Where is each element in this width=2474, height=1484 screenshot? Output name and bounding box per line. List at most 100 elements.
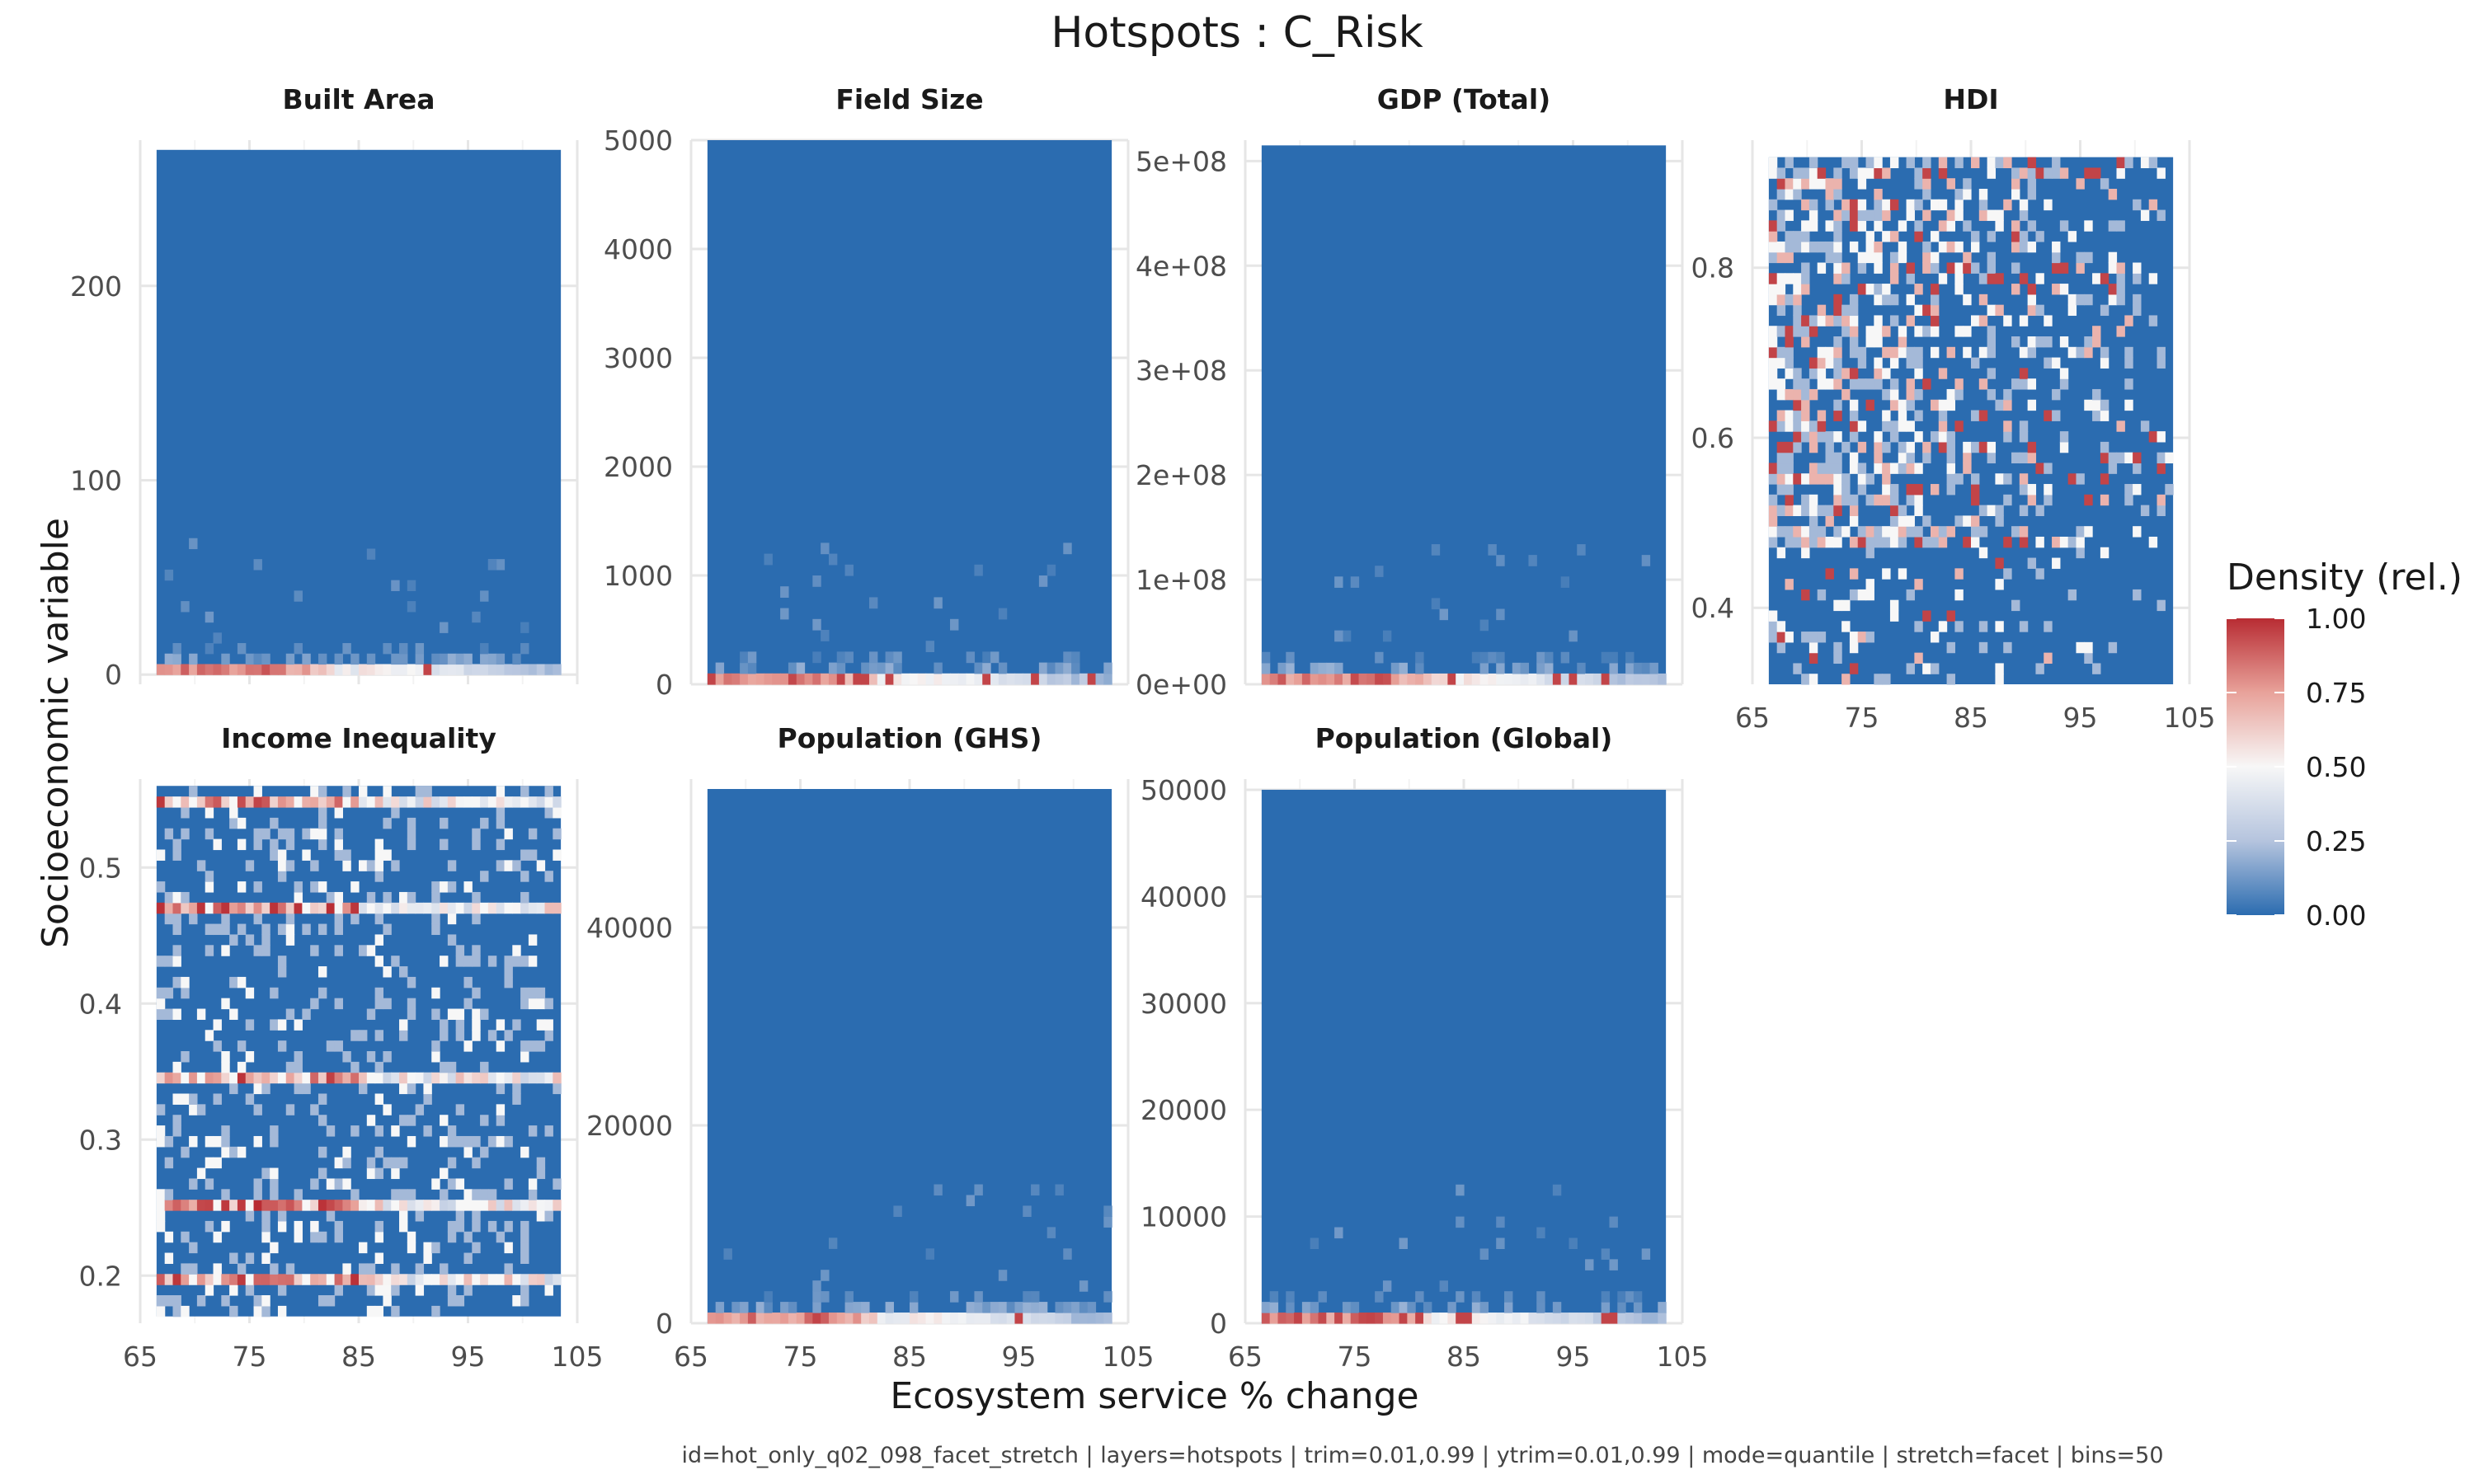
heatmap-cell bbox=[1906, 484, 1915, 495]
heatmap-cell bbox=[2108, 188, 2118, 200]
heatmap-cell bbox=[2052, 251, 2061, 264]
heatmap-cell bbox=[2157, 599, 2166, 612]
heatmap-cell bbox=[536, 860, 546, 871]
heatmap-cell bbox=[1971, 157, 1980, 169]
heatmap-cell bbox=[237, 838, 247, 851]
heatmap-cell bbox=[359, 664, 368, 675]
heatmap-cell bbox=[334, 1178, 343, 1190]
heatmap-cell bbox=[536, 1274, 546, 1285]
heatmap-cell bbox=[374, 1125, 384, 1137]
heatmap-cell bbox=[245, 1072, 255, 1084]
heatmap-cell bbox=[2019, 378, 2029, 390]
heatmap-cell bbox=[957, 673, 967, 685]
heatmap-cell bbox=[1833, 294, 1842, 306]
heatmap-cell bbox=[399, 966, 408, 978]
heatmap-cell bbox=[245, 653, 255, 665]
heatmap-cell bbox=[1390, 1313, 1400, 1324]
heatmap-cell bbox=[1971, 357, 1980, 369]
heatmap-cell bbox=[447, 1200, 457, 1211]
heatmap-cell bbox=[374, 1284, 384, 1296]
heatmap-cell bbox=[156, 956, 166, 967]
heatmap-cell bbox=[1874, 167, 1883, 179]
heatmap-cell bbox=[2076, 536, 2085, 548]
heatmap-cell bbox=[189, 1274, 198, 1285]
heatmap-cell bbox=[1889, 346, 1899, 359]
heatmap-cell bbox=[1889, 515, 1899, 527]
heatmap-cell bbox=[1882, 368, 1891, 379]
heatmap-cell bbox=[1833, 505, 1842, 516]
heatmap-cell bbox=[399, 891, 408, 904]
heatmap-cell bbox=[1865, 579, 1874, 590]
heatmap-cell bbox=[553, 1274, 562, 1285]
heatmap-cell bbox=[326, 1125, 336, 1137]
heatmap-cell bbox=[1785, 388, 1794, 401]
heatmap-cell bbox=[2027, 167, 2037, 179]
heatmap-cell bbox=[1889, 526, 1899, 538]
heatmap-cell bbox=[270, 1125, 279, 1137]
heatmap-cell bbox=[1261, 662, 1271, 674]
heatmap-cell bbox=[480, 796, 489, 808]
heatmap-cell bbox=[1471, 1302, 1481, 1313]
heatmap-cell bbox=[2092, 663, 2101, 674]
heatmap-cell bbox=[440, 838, 449, 851]
heatmap-cell bbox=[472, 1274, 481, 1285]
heatmap-cell bbox=[1793, 304, 1802, 317]
heatmap-cell bbox=[172, 1072, 181, 1084]
heatmap-cell bbox=[487, 1135, 497, 1148]
heatmap-cell bbox=[747, 651, 757, 664]
heatmap-cell bbox=[2003, 473, 2012, 485]
heatmap-cell bbox=[1277, 1313, 1286, 1324]
heatmap-cell bbox=[229, 1008, 238, 1020]
heatmap-cell bbox=[1865, 231, 1874, 242]
heatmap-cell bbox=[334, 923, 343, 936]
heatmap-cell bbox=[1808, 526, 1818, 538]
heatmap-cell bbox=[196, 1295, 206, 1307]
heatmap-cell bbox=[512, 1295, 521, 1307]
heatmap-cell bbox=[487, 902, 497, 914]
heatmap-cell bbox=[391, 1157, 400, 1169]
panel-title: Income Inequality bbox=[221, 722, 496, 754]
heatmap-cell bbox=[480, 643, 489, 655]
heatmap-cell bbox=[317, 806, 327, 819]
panel-title: HDI bbox=[1943, 83, 1998, 115]
heatmap-cell bbox=[487, 653, 497, 665]
heatmap-cell bbox=[440, 1115, 449, 1126]
legend-tick-label: 0.25 bbox=[2306, 825, 2366, 857]
panel-title: Built Area bbox=[283, 83, 435, 115]
heatmap-cell bbox=[164, 1135, 174, 1148]
heatmap-cell bbox=[399, 1082, 408, 1095]
heatmap-cell bbox=[1552, 1184, 1562, 1196]
heatmap-cell bbox=[1055, 662, 1064, 674]
heatmap-cell bbox=[317, 817, 327, 829]
heatmap-cell bbox=[366, 1263, 376, 1275]
heatmap-cell bbox=[317, 1093, 327, 1105]
heatmap-cell bbox=[1889, 463, 1899, 474]
chart-title: Hotspots : C_Risk bbox=[1051, 8, 1423, 58]
heatmap-cell bbox=[431, 653, 440, 665]
heatmap-cell bbox=[374, 1093, 384, 1105]
heatmap-cell bbox=[1808, 515, 1818, 527]
y-tick-label: 1e+08 bbox=[1136, 564, 1227, 596]
heatmap-cell bbox=[1776, 378, 1786, 390]
heatmap-cell bbox=[528, 828, 538, 840]
heatmap-cell bbox=[229, 664, 238, 675]
heatmap-cell bbox=[1609, 673, 1618, 685]
heatmap-cell bbox=[253, 1082, 262, 1095]
heatmap-cell bbox=[1801, 410, 1810, 421]
heatmap-cell bbox=[1504, 1313, 1513, 1324]
heatmap-cell bbox=[261, 934, 270, 946]
heatmap-cell bbox=[1031, 1184, 1040, 1196]
heatmap-cell bbox=[1569, 673, 1578, 685]
heatmap-cell bbox=[383, 664, 392, 675]
heatmap-cell bbox=[1601, 1302, 1611, 1313]
heatmap-cell bbox=[447, 902, 457, 914]
heatmap-cell bbox=[399, 1189, 408, 1200]
heatmap-cell bbox=[350, 913, 360, 925]
heatmap-cell bbox=[496, 1072, 506, 1084]
heatmap-cell bbox=[156, 1295, 166, 1307]
heatmap-cell bbox=[1987, 231, 1997, 242]
heatmap-cell bbox=[181, 976, 190, 989]
heatmap-cell bbox=[1874, 378, 1883, 390]
heatmap-cell bbox=[1808, 473, 1818, 485]
heatmap-cell bbox=[1922, 441, 1931, 453]
